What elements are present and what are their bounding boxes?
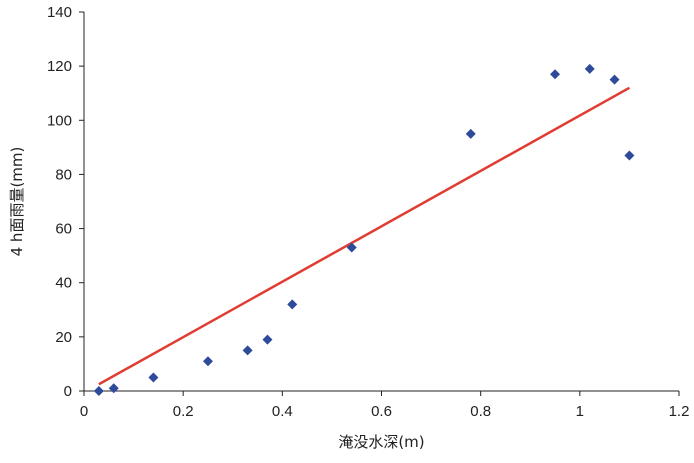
y-tick-label: 80	[55, 166, 72, 183]
x-tick-label: 1.2	[669, 403, 690, 420]
data-point	[584, 63, 595, 74]
x-axis: 0 0.2 0.4 0.6 0.8 1 1.2	[80, 390, 690, 420]
x-tick-label: 0.6	[371, 403, 392, 420]
y-tick-label: 100	[47, 112, 72, 129]
trend-line	[98, 86, 631, 386]
data-point	[609, 74, 620, 85]
x-axis-title: 淹没水深(m)	[338, 433, 424, 451]
y-tick-label: 60	[55, 221, 72, 238]
y-tick-label: 20	[55, 329, 72, 346]
y-axis-title: 4 h面雨量(mm)	[8, 147, 26, 257]
data-point	[93, 386, 104, 396]
y-tick-label: 140	[47, 4, 72, 21]
data-point	[287, 299, 298, 310]
data-point	[108, 383, 119, 394]
data-point	[242, 345, 253, 356]
data-point	[148, 372, 159, 383]
data-point	[550, 69, 561, 80]
y-tick-label: 120	[47, 58, 72, 75]
data-point	[262, 334, 273, 345]
y-tick-label: 40	[55, 275, 72, 292]
plot-area	[93, 63, 635, 396]
data-point	[202, 356, 213, 367]
x-tick-label: 0.8	[470, 403, 491, 420]
data-point	[346, 242, 357, 253]
data-point	[465, 128, 476, 139]
y-axis: 0 20 40 60 80 100 120 140	[47, 4, 85, 400]
x-tick-label: 0	[80, 403, 88, 420]
x-tick-label: 1	[576, 403, 584, 420]
x-tick-label: 0.2	[173, 403, 194, 420]
y-tick-label: 0	[64, 383, 72, 400]
x-tick-label: 0.4	[272, 403, 293, 420]
data-point	[624, 150, 635, 161]
